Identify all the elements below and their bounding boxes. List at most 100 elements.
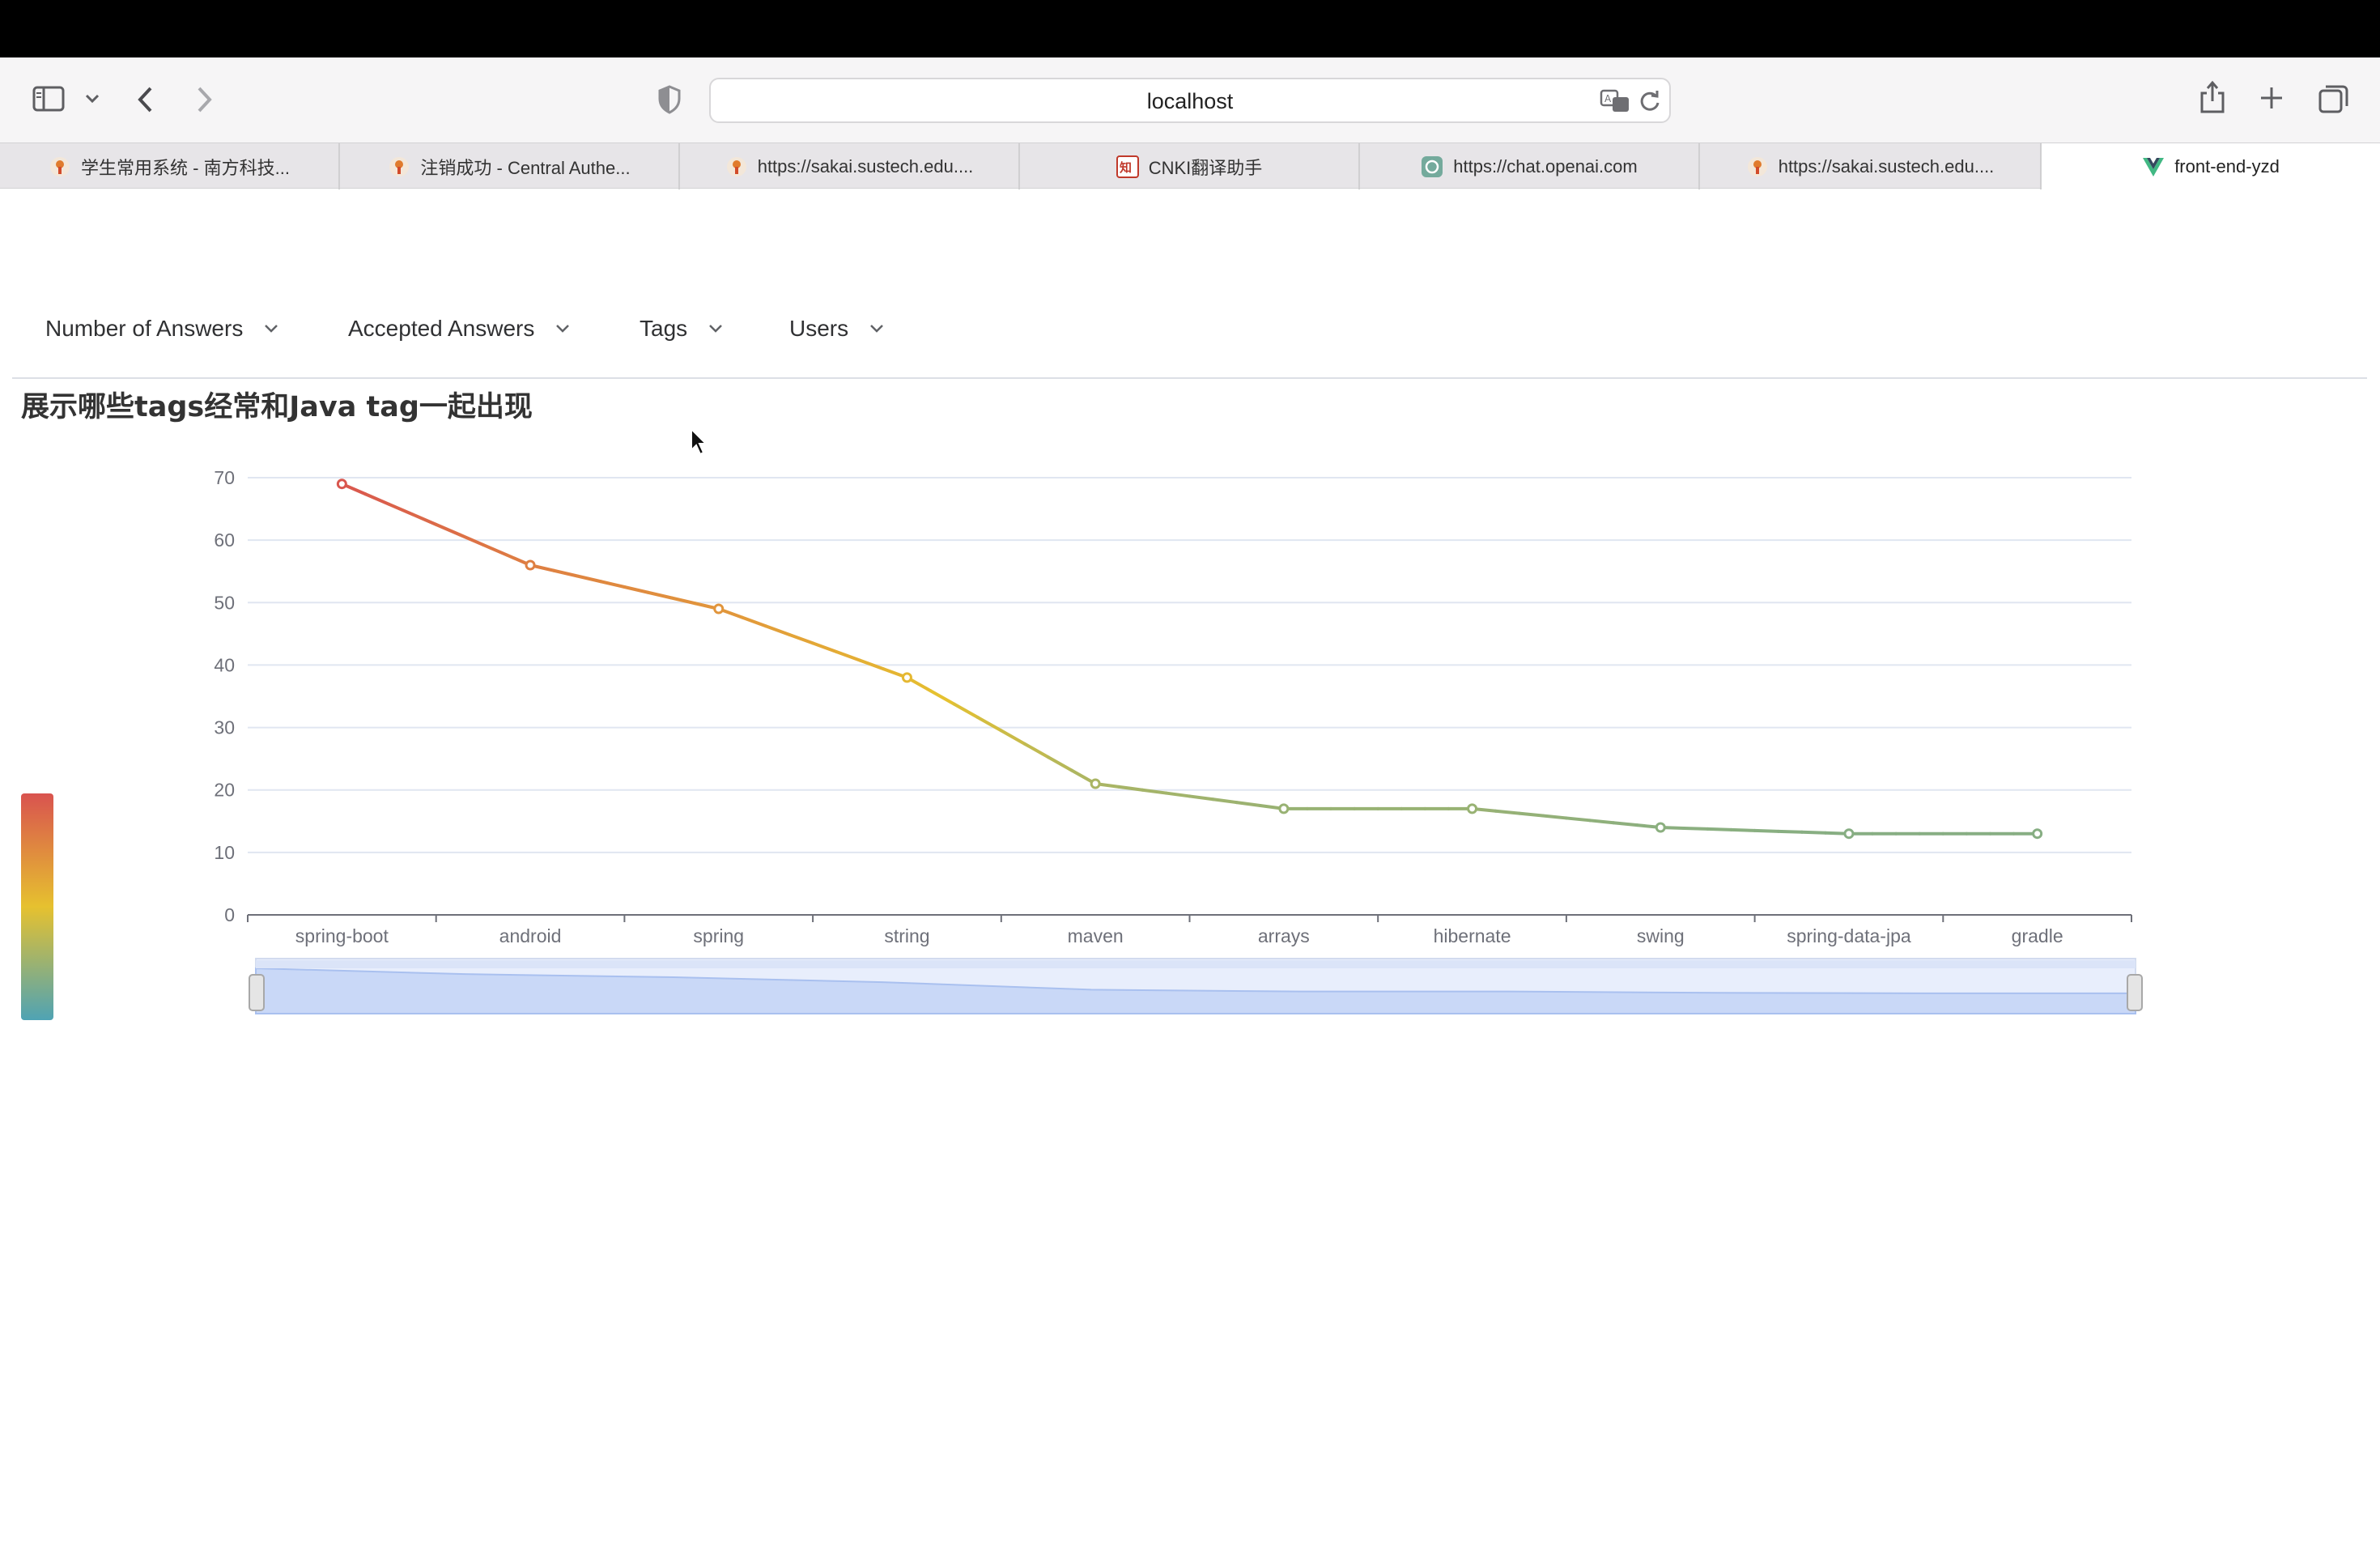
tab-label: https://sakai.sustech.edu.... xyxy=(757,155,974,176)
tab-5[interactable]: https://sakai.sustech.edu.... xyxy=(1700,143,2042,189)
y-tick-label: 10 xyxy=(214,842,235,863)
series-line-segment xyxy=(952,702,980,720)
system-menu-bar xyxy=(0,0,2380,57)
data-zoom-move-bar[interactable] xyxy=(256,960,2136,968)
data-point[interactable] xyxy=(901,672,912,683)
x-tick-label: android xyxy=(499,925,562,946)
tab-4[interactable]: https://chat.openai.com xyxy=(1360,143,1700,189)
tab-overview-icon[interactable] xyxy=(2318,84,2349,113)
x-tick-label: gradle xyxy=(2012,925,2063,946)
x-tick-label: spring xyxy=(693,925,744,946)
translate-icon[interactable]: A xyxy=(1600,88,1632,114)
tab-3[interactable]: 知 CNKI翻译助手 xyxy=(1020,143,1360,189)
tab-label: 学生常用系统 - 南方科技... xyxy=(81,157,290,178)
tab-label: front-end-yzd xyxy=(2174,155,2280,176)
tab-6[interactable]: front-end-yzd xyxy=(2042,143,2380,189)
tab-2[interactable]: https://sakai.sustech.edu.... xyxy=(680,143,1020,189)
series-line-segment xyxy=(811,641,839,654)
data-point[interactable] xyxy=(336,478,347,490)
series-line-segment xyxy=(599,580,627,589)
address-bar[interactable]: localhost A xyxy=(709,78,1671,123)
data-point[interactable] xyxy=(1655,822,1666,833)
chevron-down-icon xyxy=(265,325,278,333)
series-line-segment xyxy=(1612,821,1639,827)
menu-label: Users xyxy=(789,316,849,341)
series-line-segment xyxy=(669,596,697,606)
sidebar-toggle-icon[interactable] xyxy=(32,86,65,112)
svg-text:知: 知 xyxy=(1120,160,1132,175)
forward-icon[interactable] xyxy=(194,85,214,114)
series-line-segment xyxy=(1706,827,1733,831)
x-tick-label: hibernate xyxy=(1434,925,1511,946)
tab-label: https://sakai.sustech.edu.... xyxy=(1778,155,1995,176)
y-tick-label: 30 xyxy=(214,717,235,738)
series-line-segment xyxy=(1776,829,1804,834)
tab-label: https://chat.openai.com xyxy=(1453,155,1638,176)
chevron-down-icon xyxy=(709,325,723,333)
data-zoom-start-handle[interactable] xyxy=(249,974,265,1011)
x-tick-label: swing xyxy=(1637,925,1685,946)
reload-icon[interactable] xyxy=(1638,89,1661,113)
cursor-arrow-icon xyxy=(691,427,708,456)
series-line-segment xyxy=(1729,827,1757,832)
x-tick-label: spring-boot xyxy=(295,925,389,946)
tab-0[interactable]: 学生常用系统 - 南方科技... xyxy=(0,143,340,189)
data-point[interactable] xyxy=(1467,803,1478,814)
tab-label: CNKI翻译助手 xyxy=(1148,157,1263,178)
series-line-segment xyxy=(1494,809,1521,815)
series-line-segment xyxy=(552,568,580,578)
data-point[interactable] xyxy=(2032,828,2043,840)
sustech-icon xyxy=(50,156,70,176)
y-tick-label: 60 xyxy=(214,529,235,551)
shield-icon[interactable] xyxy=(657,85,682,114)
series-line-segment xyxy=(999,729,1026,746)
data-point[interactable] xyxy=(713,603,725,615)
series-line-segment xyxy=(1682,826,1710,831)
menu-accepted-answers[interactable]: Accepted Answers xyxy=(348,316,570,342)
menu-label: Tags xyxy=(640,316,688,341)
data-zoom-end-handle[interactable] xyxy=(2127,974,2143,1011)
chevron-down-icon xyxy=(556,325,570,333)
menu-number-of-answers[interactable]: Number of Answers xyxy=(45,316,278,342)
series-line-segment xyxy=(1046,755,1074,772)
chevron-down-icon xyxy=(870,325,884,333)
chevron-down-icon[interactable] xyxy=(84,93,100,104)
series-line-segment xyxy=(1164,791,1192,798)
back-icon[interactable] xyxy=(136,85,155,114)
sustech-icon xyxy=(726,156,746,176)
series-line-segment xyxy=(1587,819,1616,825)
x-tick-label: arrays xyxy=(1258,925,1310,946)
series-line-segment xyxy=(1022,742,1050,759)
series-line-segment xyxy=(763,624,792,636)
series-line-segment xyxy=(457,533,485,546)
y-tick-label: 20 xyxy=(214,780,235,801)
x-tick-label: maven xyxy=(1068,925,1124,946)
series-line-segment xyxy=(858,658,886,671)
series-line-segment xyxy=(410,512,438,526)
menu-tags[interactable]: Tags xyxy=(640,316,723,342)
share-icon[interactable] xyxy=(2199,80,2226,114)
series-line-segment xyxy=(835,650,862,662)
series-line-segment xyxy=(740,615,767,628)
browser-toolbar: localhost A xyxy=(0,57,2380,142)
series-line-segment xyxy=(576,574,603,584)
series-line-segment xyxy=(929,689,956,706)
series-line-segment xyxy=(1564,816,1592,823)
openai-icon xyxy=(1422,155,1443,177)
y-tick-label: 0 xyxy=(224,904,235,925)
series-line-segment xyxy=(1517,811,1545,818)
data-point[interactable] xyxy=(1090,778,1101,789)
series-line-segment xyxy=(1541,814,1568,820)
series-line-segment xyxy=(1211,797,1239,805)
series-line-segment xyxy=(623,585,650,594)
menu-label: Accepted Answers xyxy=(348,316,535,341)
tab-1[interactable]: 注销成功 - Central Authe... xyxy=(340,143,680,189)
data-point[interactable] xyxy=(1278,803,1290,814)
data-point[interactable] xyxy=(525,559,536,571)
visual-map-bar[interactable] xyxy=(21,793,53,1020)
data-point[interactable] xyxy=(1843,828,1855,840)
address-text: localhost xyxy=(1146,89,1234,113)
new-tab-icon[interactable] xyxy=(2259,85,2284,111)
menu-users[interactable]: Users xyxy=(789,316,884,342)
series-line-segment xyxy=(1117,785,1145,792)
